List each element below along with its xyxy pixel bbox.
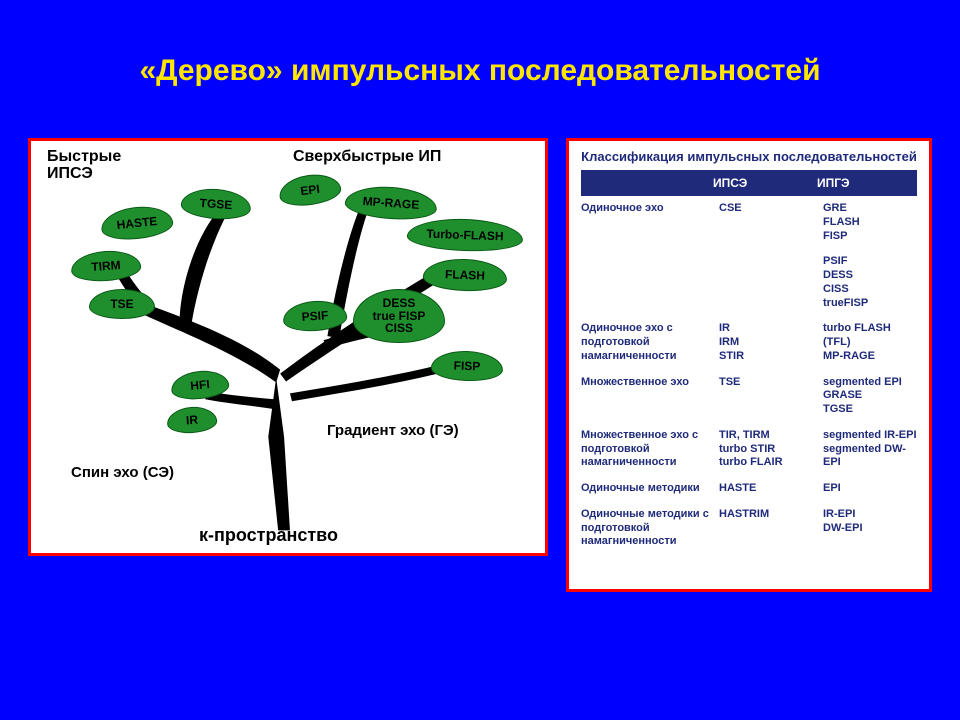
table-header: ИПСЭ ИПГЭ: [581, 170, 917, 196]
leaf-label: TSE: [110, 298, 133, 311]
table-cell: Множественное эхо с подготовкой намагнич…: [581, 429, 719, 470]
leaf-label: TGSE: [199, 197, 232, 212]
table-cell: TIR, TIRM turbo STIR turbo FLAIR: [719, 429, 823, 470]
label-se: Спин эхо (СЭ): [71, 465, 174, 481]
slide-stage: «Дерево» импульсных последовательностей: [0, 0, 960, 720]
table-row: Одиночное эхоCSEGRE FLASH FISP: [581, 196, 917, 249]
table-cell: segmented IR-EPI segmented DW-EPI: [823, 429, 917, 470]
leaf-label: EPI: [300, 182, 321, 197]
label-ultrafast: Сверхбыстрые ИП: [293, 149, 441, 166]
leaf-label: FISP: [453, 359, 480, 373]
table-cell: IR IRM STIR: [719, 322, 823, 363]
table-col-1: ИПСЭ: [713, 176, 817, 190]
table-row: Множественное эхоTSEsegmented EPI GRASE …: [581, 370, 917, 423]
table-cell: TSE: [719, 376, 823, 417]
table-cell: turbo FLASH (TFL) MP-RAGE: [823, 322, 917, 363]
table-row: Одиночные методики с подготовкой намагни…: [581, 502, 917, 555]
table-body: Одиночное эхоCSEGRE FLASH FISP PSIF DESS …: [581, 196, 917, 555]
leaf-label: Turbo-FLASH: [426, 227, 503, 242]
table-panel: Классификация импульсных последовательно…: [566, 138, 932, 592]
slide-title: «Дерево» импульсных последовательностей: [0, 54, 960, 88]
label-ge: Градиент эхо (ГЭ): [327, 423, 459, 439]
table-cell: segmented EPI GRASE TGSE: [823, 376, 917, 417]
table-cell: HASTE: [719, 482, 823, 496]
table-title: Классификация импульсных последовательно…: [581, 149, 917, 164]
table-cell: CSE: [719, 202, 823, 243]
tree-panel: БыстрыеИПСЭ Сверхбыстрые ИП Спин эхо (СЭ…: [28, 138, 548, 556]
leaf-label: PSIF: [301, 309, 328, 323]
leaf-label: HASTE: [116, 215, 158, 232]
table-cell: Одиночное эхо с подготовкой намагниченно…: [581, 322, 719, 363]
leaf-label: HFI: [190, 378, 211, 393]
leaf-tse: TSE: [89, 289, 155, 319]
table-row: Одиночное эхо с подготовкой намагниченно…: [581, 316, 917, 369]
table-cell: Множественное эхо: [581, 376, 719, 417]
table-cell: EPI: [823, 482, 917, 496]
table-row: PSIF DESS CISS trueFISP: [581, 249, 917, 316]
tree-trunk: [109, 210, 462, 530]
table-cell: [581, 255, 719, 310]
leaf-label: IR: [186, 413, 199, 426]
table-row: Одиночные методикиHASTEEPI: [581, 476, 917, 502]
label-fast-se: БыстрыеИПСЭ: [47, 149, 121, 183]
leaf-label: MP-RAGE: [362, 195, 419, 212]
table-cell: GRE FLASH FISP: [823, 202, 917, 243]
table-cell: Одиночное эхо: [581, 202, 719, 243]
table-cell: Одиночные методики: [581, 482, 719, 496]
table-cell: Одиночные методики с подготовкой намагни…: [581, 508, 719, 549]
table-cell: [719, 255, 823, 310]
table-cell: HASTRIM: [719, 508, 823, 549]
table-row: Множественное эхо с подготовкой намагнич…: [581, 423, 917, 476]
table-col-2: ИПГЭ: [817, 176, 917, 190]
leaf-label: FLASH: [445, 268, 485, 282]
table-cell: PSIF DESS CISS trueFISP: [823, 255, 917, 310]
leaf-label: TIRM: [91, 259, 121, 274]
table-cell: IR-EPI DW-EPI: [823, 508, 917, 549]
leaf-label: DESStrue FISPCISS: [373, 297, 426, 335]
label-kspace: к-пространство: [199, 525, 338, 546]
